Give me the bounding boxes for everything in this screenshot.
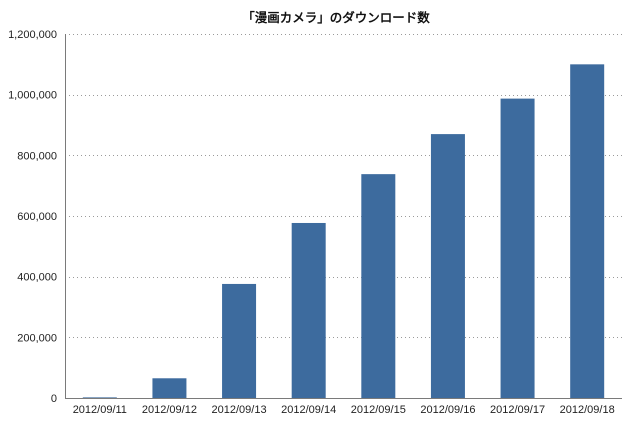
axes [65,34,622,399]
x-tick-label: 2012/09/18 [560,404,615,416]
x-tick-label: 2012/09/13 [212,404,267,416]
y-tick-label: 600,000 [17,211,57,223]
bar [570,64,605,398]
bar [82,397,117,398]
x-tick-label: 2012/09/12 [142,404,197,416]
y-tick-label: 0 [51,393,57,405]
y-tick-label: 1,000,000 [8,90,57,102]
y-tick-label: 200,000 [17,332,57,344]
x-tick-label: 2012/09/15 [351,404,406,416]
y-tick-label: 400,000 [17,272,57,284]
bars [82,64,605,399]
x-tick-labels: 2012/09/11 2012/09/12 2012/09/13 2012/09/14… [73,404,615,416]
x-tick-label: 2012/09/11 [73,404,127,416]
bar [361,174,396,398]
y-tick-label: 800,000 [17,150,57,162]
bar [222,283,257,398]
chart-title: 「漫画カメラ」のダウンロード数 [242,10,430,25]
y-tick-label: 1,200,000 [8,29,57,41]
y-tick-labels: 0 200,000 400,000 600,000 800,000 1,000,000 1,… [8,29,57,405]
bar [152,378,187,398]
x-tick-label: 2012/09/17 [490,404,545,416]
bar [291,222,326,398]
x-tick-label: 2012/09/16 [420,404,475,416]
x-tick-label: 2012/09/14 [281,404,336,416]
bar [430,134,465,398]
gridlines [65,34,622,338]
bar [500,98,535,399]
